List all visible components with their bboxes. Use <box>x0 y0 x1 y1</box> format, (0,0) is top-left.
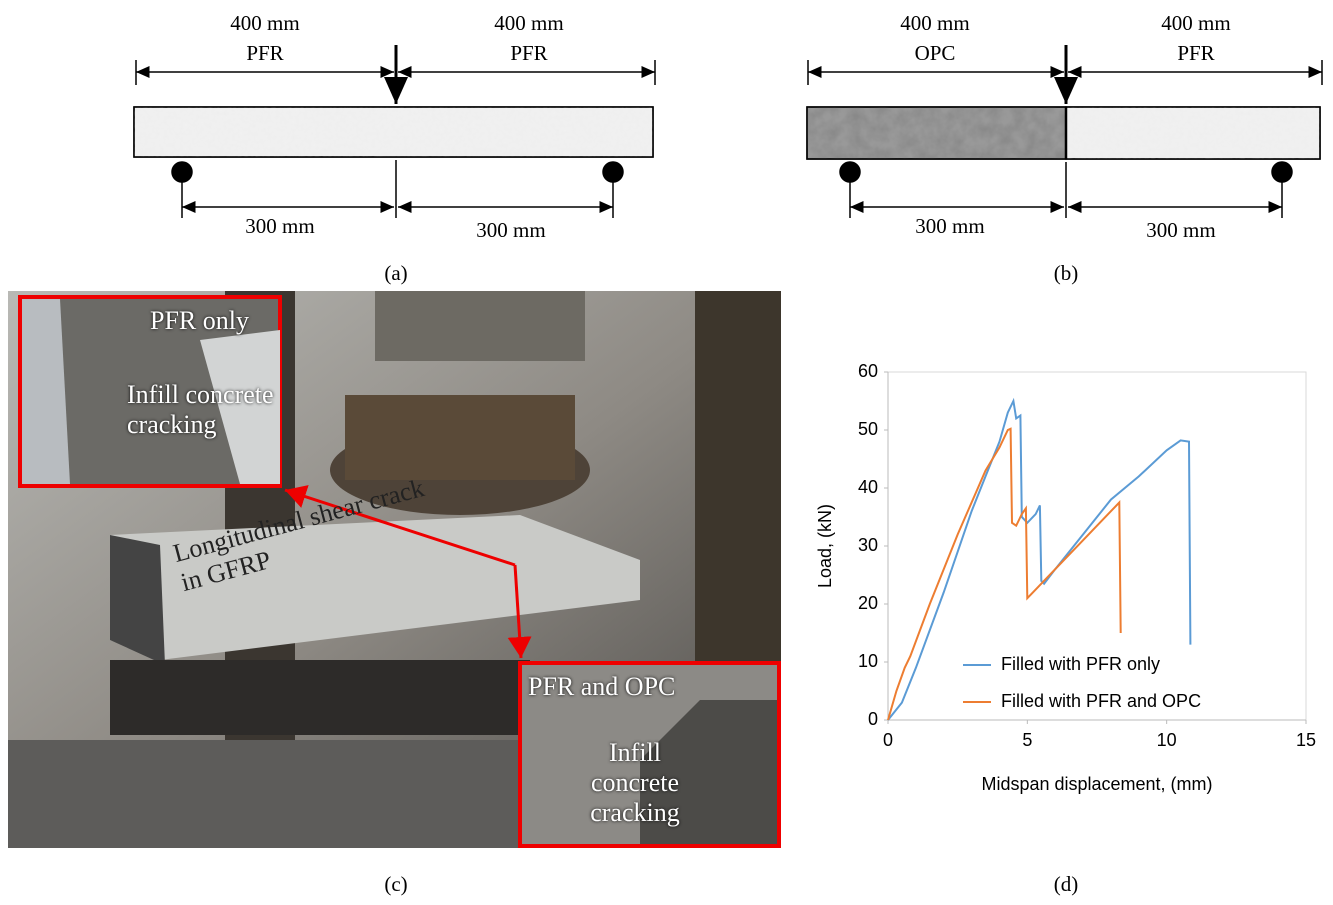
y-tick-label: 50 <box>858 419 878 439</box>
dim-label: 300 mm <box>476 218 545 242</box>
dim-label: 400 mm <box>900 11 969 35</box>
inset-note: Infill concrete cracking <box>127 380 277 440</box>
dim-label: 300 mm <box>915 214 984 238</box>
caption: (c) <box>384 872 407 896</box>
dim-label: 400 mm <box>1161 11 1230 35</box>
dim-label: 400 mm <box>230 11 299 35</box>
legend-label: Filled with PFR only <box>1001 654 1160 674</box>
dim-label: 300 mm <box>245 214 314 238</box>
y-tick-label: 20 <box>858 593 878 613</box>
inset-note: Infill concrete cracking <box>570 738 700 828</box>
inset-title: PFR only <box>150 306 249 336</box>
x-tick-label: 15 <box>1296 730 1316 750</box>
material-label: PFR <box>1177 41 1214 65</box>
x-tick-label: 5 <box>1022 730 1032 750</box>
y-tick-label: 30 <box>858 535 878 555</box>
figure: 400 mm PFR 400 mm PFR 300 mm 300 mm (a) … <box>0 0 1333 905</box>
diagram-b <box>807 45 1322 218</box>
material-label: OPC <box>915 41 956 65</box>
diagram-a <box>134 45 655 218</box>
y-tick-label: 40 <box>858 477 878 497</box>
inset-title: PFR and OPC <box>528 672 675 702</box>
dim-label: 400 mm <box>494 11 563 35</box>
caption: (a) <box>384 261 407 285</box>
x-tick-label: 10 <box>1157 730 1177 750</box>
x-axis-label: Midspan displacement, (mm) <box>981 774 1212 794</box>
caption: (b) <box>1054 261 1079 285</box>
chart: 0 10 20 30 40 50 60 0 5 10 15 Midspan displacement,… <box>815 361 1316 794</box>
y-tick-label: 0 <box>868 709 878 729</box>
data-line <box>888 429 1121 720</box>
dim-label: 300 mm <box>1146 218 1215 242</box>
material-label: PFR <box>246 41 283 65</box>
y-tick-label: 10 <box>858 651 878 671</box>
y-tick-label: 60 <box>858 361 878 381</box>
x-tick-label: 0 <box>883 730 893 750</box>
y-axis-label: Load, (kN) <box>815 504 835 588</box>
caption: (d) <box>1054 872 1079 896</box>
legend-label: Filled with PFR and OPC <box>1001 691 1201 711</box>
material-label: PFR <box>510 41 547 65</box>
